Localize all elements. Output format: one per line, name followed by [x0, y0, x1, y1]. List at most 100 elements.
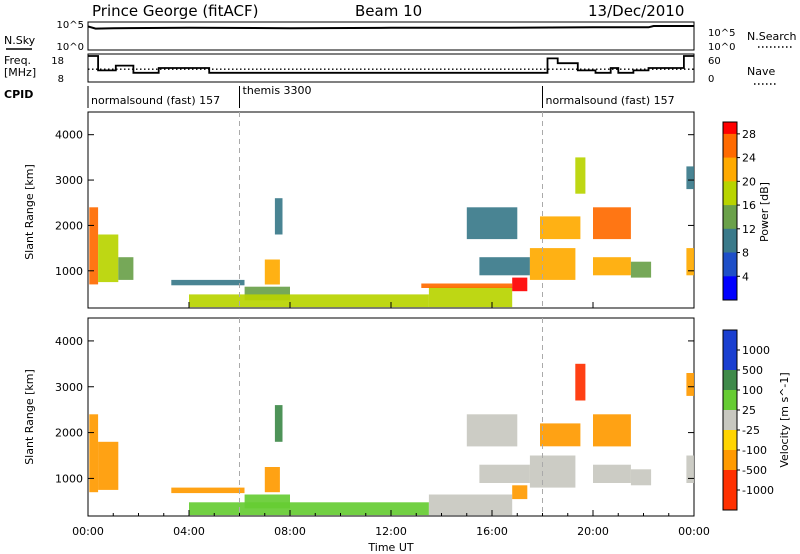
velocity-patch: [264, 467, 280, 493]
velocity-colorbar-band: [723, 350, 737, 371]
power-patch: [593, 257, 631, 276]
power-axis: 1000 2000 3000 4000: [55, 112, 694, 308]
velocity-patch: [593, 414, 631, 447]
noise-panel-frame: [87, 21, 695, 51]
velocity-heatmap: [89, 363, 694, 516]
time-tick-label: 00:00: [678, 525, 710, 538]
velocity-patch: [686, 373, 694, 396]
velocity-colorbar-tick-label: 25: [742, 404, 756, 417]
power-patch: [89, 207, 99, 285]
power-patch: [686, 166, 694, 190]
velocity-patch: [575, 363, 586, 401]
velocity-patch: [512, 485, 528, 500]
velocity-colorbar-band: [723, 370, 737, 391]
time-tick-label: 20:00: [577, 525, 609, 538]
power-colorbar-band: [723, 122, 737, 135]
velocity-ytick-label: 2000: [55, 427, 83, 440]
velocity-patch: [529, 455, 576, 488]
noise-right-tick-bottom: 10^0: [708, 42, 735, 53]
power-colorbar-band: [723, 264, 737, 277]
velocity-patch: [89, 414, 99, 493]
cpid-segment-label: normalsound (fast) 157: [546, 94, 675, 107]
power-patch: [512, 277, 528, 292]
time-tick-label: 00:00: [72, 525, 104, 538]
nsearch-label: N.Search: [747, 30, 797, 43]
power-ylabel: Slant Range [km]: [23, 164, 36, 260]
velocity-patch: [686, 455, 694, 483]
power-colorbar-tick-label: 8: [742, 247, 749, 260]
time-tick-label: 08:00: [274, 525, 306, 538]
power-colorbar-band: [723, 133, 737, 147]
power-patch: [575, 157, 586, 194]
velocity-colorbar-tick-label: 500: [742, 364, 763, 377]
power-patch: [428, 286, 513, 308]
power-patch: [98, 234, 119, 283]
power-colorbar-label: Power [dB]: [758, 182, 771, 242]
velocity-colorbar-tick-label: -1000: [742, 484, 774, 497]
power-colorbar-band: [723, 145, 737, 159]
velocity-colorbar-tick-label: -500: [742, 464, 767, 477]
power-patch: [264, 259, 280, 285]
velocity-ytick-label: 3000: [55, 381, 83, 394]
noise-series: [87, 25, 694, 30]
velocity-colorbar-tick-label: -100: [742, 444, 767, 457]
nave-label: Nave: [747, 65, 775, 78]
velocity-ytick-label: 4000: [55, 335, 83, 348]
velocity-ytick-label: 1000: [55, 472, 83, 485]
velocity-patch: [274, 405, 283, 442]
velocity-patch: [630, 469, 652, 486]
power-patch: [421, 283, 513, 288]
velocity-colorbar-tick-label: 1000: [742, 344, 770, 357]
velocity-colorbar-band: [723, 330, 737, 351]
freq-panel-frame: [87, 53, 695, 83]
date-label: 13/Dec/2010: [588, 2, 684, 20]
power-colorbar-band: [723, 157, 737, 170]
cpid-segment-label: normalsound (fast) 157: [91, 94, 220, 107]
power-patch: [118, 257, 134, 280]
freq-series-line: [88, 55, 694, 74]
power-patch: [529, 248, 576, 280]
velocity-patch: [593, 464, 631, 483]
velocity-patch: [540, 423, 581, 447]
power-patch: [274, 198, 283, 235]
noise-right-tick-top: 10^5: [708, 28, 735, 39]
power-colorbar-band: [723, 181, 737, 194]
cpid-segment-label: themis 3300: [243, 84, 312, 97]
power-colorbar-band: [723, 288, 737, 301]
power-colorbar-tick-label: 16: [742, 199, 756, 212]
power-colorbar: 4 8 12 16 20 24 28: [722, 121, 756, 301]
power-colorbar-band: [723, 205, 737, 218]
velocity-colorbar-band: [723, 450, 737, 471]
power-patch: [540, 216, 581, 240]
cpid-label: CPID: [4, 88, 33, 101]
velocity-colorbar-tick-label: 100: [742, 384, 763, 397]
beam-label: Beam 10: [355, 2, 422, 20]
power-ytick-label: 2000: [55, 219, 83, 232]
velocity-patch: [428, 494, 513, 516]
power-patch: [466, 207, 518, 240]
power-patch: [593, 207, 631, 240]
time-tick-label: 04:00: [173, 525, 205, 538]
freq-series: [88, 55, 694, 74]
freq-left-tick-top: 18: [51, 56, 64, 67]
noise-left-tick-top: 10^5: [57, 20, 84, 31]
power-patch: [189, 294, 429, 308]
power-heatmap: [89, 157, 694, 308]
velocity-patch: [171, 487, 245, 494]
velocity-colorbar-band: [723, 490, 737, 511]
nsky-series-line: [87, 25, 694, 30]
power-colorbar-band: [723, 216, 737, 230]
power-patch: [479, 257, 530, 276]
power-ytick-label: 1000: [55, 265, 83, 278]
freq-label-line1: Freq.: [4, 54, 31, 67]
power-colorbar-tick-label: 24: [742, 152, 756, 165]
velocity-colorbar-band: [723, 470, 737, 491]
power-colorbar-tick-label: 4: [742, 270, 749, 283]
power-patch: [686, 248, 694, 276]
velocity-colorbar-tick-label: -25: [742, 424, 760, 437]
power-colorbar-tick-label: 20: [742, 175, 756, 188]
power-colorbar-tick-label: 28: [742, 128, 756, 141]
freq-left-tick-bottom: 8: [58, 74, 64, 85]
power-patch: [630, 261, 652, 278]
x-axis-label: Time UT: [367, 541, 413, 554]
